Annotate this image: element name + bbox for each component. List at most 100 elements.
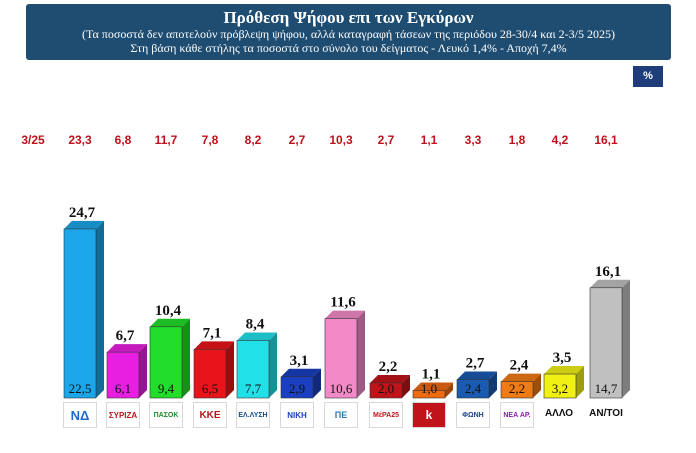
party-logos-row: ΝΔ ΣΥΡΙΖΑ ΠΑΣΟΚ ΚΚΕ ΕΛ.ΛΥΣΗ ΝΙΚΗ ΠΕ ΜέΡΑ… xyxy=(0,402,696,430)
previous-value: 1,8 xyxy=(508,133,526,147)
bar-sample-label: 1,0 xyxy=(421,381,437,396)
bar-top xyxy=(150,318,190,327)
elliniki-lysi-logo: ΕΛ.ΛΥΣΗ xyxy=(236,402,270,428)
bar-sample-label: 2,9 xyxy=(289,381,305,396)
bar-group: 11,6 10,6 xyxy=(324,295,365,399)
bar xyxy=(280,376,314,399)
previous-value: 8,2 xyxy=(244,133,262,147)
bar-value-label: 2,7 xyxy=(466,356,485,372)
previous-value: 6,8 xyxy=(114,133,132,147)
bar-side xyxy=(226,341,234,398)
bar xyxy=(149,326,183,399)
bar-value-label: 11,6 xyxy=(330,295,356,311)
bar-sample-label: 2,2 xyxy=(509,381,525,396)
bar-top xyxy=(501,373,541,382)
bar xyxy=(106,351,140,399)
bar-sample-label: 6,5 xyxy=(202,381,218,396)
previous-value: 7,8 xyxy=(201,133,219,147)
bar xyxy=(63,228,97,399)
bar-top xyxy=(413,382,453,391)
bar-group: 1,11,0 xyxy=(412,366,453,399)
bar-top xyxy=(590,279,630,288)
bar-top xyxy=(457,371,497,380)
bar-group: 24,7 22,5 xyxy=(63,205,104,399)
bar-side xyxy=(402,374,410,398)
mera25-logo: ΜέΡΑ25 xyxy=(369,402,403,428)
bar-top xyxy=(544,366,584,375)
bar-side xyxy=(533,373,541,398)
bar-value-label: 2,2 xyxy=(379,359,398,375)
bar-side xyxy=(576,366,584,398)
chart-title: Πρόθεση Ψήφου επι των Εγκύρων xyxy=(223,8,474,27)
previous-value: 3,3 xyxy=(464,133,482,147)
bar-side xyxy=(182,318,190,398)
previous-value: 2,7 xyxy=(377,133,395,147)
bar-side xyxy=(622,279,630,398)
bar-side xyxy=(489,371,497,398)
bar xyxy=(193,349,227,399)
previous-period-label: 3/25 xyxy=(21,133,45,147)
bar-value-label: 3,1 xyxy=(290,353,309,369)
bar-group: 3,5 3,2 xyxy=(543,350,584,399)
previous-results-row: 3/25 23,3 6,8 11,7 7,8 8,2 2,7 10,3 2,7 1,1 3,3 1,… xyxy=(0,133,696,149)
bar-value-label: 2,4 xyxy=(510,358,529,374)
bar-sample-label: 22,5 xyxy=(69,381,92,396)
bar xyxy=(543,373,577,399)
bar-side xyxy=(445,382,453,398)
bar-sample-label: 10,6 xyxy=(330,381,353,396)
bar-group: 2,7 2,4 xyxy=(456,356,497,399)
bar-group: 7,1 6,5 xyxy=(193,325,234,399)
bar-side xyxy=(357,310,365,398)
bar-group: 8,4 7,7 xyxy=(236,316,277,399)
bar-value-label: 10,4 xyxy=(155,303,182,319)
foni-logikis-logo: ΦΩΝΗ xyxy=(456,402,490,428)
previous-value: 1,1 xyxy=(420,133,438,147)
bar-group: 2,42,2 xyxy=(500,358,541,399)
bar-top xyxy=(370,374,410,383)
bar xyxy=(324,318,358,399)
previous-value: 2,7 xyxy=(288,133,306,147)
bar xyxy=(456,379,490,399)
bar-value-label: 16,1 xyxy=(595,264,621,280)
bar-sample-label: 2,0 xyxy=(378,381,394,396)
bar xyxy=(369,382,403,399)
bar-group: 3,1 2,9 xyxy=(280,353,321,399)
undecided-label: ΑΝ/ΤΟΙ xyxy=(589,408,623,419)
pasok-logo: ΠΑΣΟΚ xyxy=(149,402,183,428)
other-label: ΑΛΛΟ xyxy=(544,408,574,419)
bar-group: 10,4 9,4 xyxy=(149,303,190,399)
bar-group: 2,22,0 xyxy=(369,359,410,399)
bar-sample-label: 6,1 xyxy=(115,381,131,396)
syriza-logo: ΣΥΡΙΖΑ xyxy=(106,402,140,428)
bar-sample-label: 3,2 xyxy=(552,381,568,396)
niki-logo: ΝΙΚΗ xyxy=(280,402,314,428)
bar-top xyxy=(325,310,365,319)
bar xyxy=(236,340,270,399)
kinima-logo: k xyxy=(412,402,446,428)
bar-top xyxy=(107,344,147,353)
bar-value-label: 3,5 xyxy=(553,350,572,366)
bar-top xyxy=(281,368,321,377)
bar-value-label: 7,1 xyxy=(203,325,222,341)
bar-top xyxy=(194,341,234,350)
bar-value-label: 8,4 xyxy=(246,316,265,332)
bar-side xyxy=(313,368,321,398)
bar-side xyxy=(269,332,277,398)
previous-value: 11,7 xyxy=(154,133,178,147)
nea-aristera-logo: ΝΕΑ ΑΡ. xyxy=(500,402,534,428)
bar xyxy=(412,390,446,399)
bar xyxy=(500,381,534,399)
bar-sample-label: 9,4 xyxy=(158,381,175,396)
chart-subtitle-note: (Τα ποσοστά δεν αποτελούν πρόβλεψη ψήφου… xyxy=(82,27,615,41)
bar-group: 6,7 6,1 xyxy=(106,328,147,399)
bar-sample-label: 2,4 xyxy=(465,381,482,396)
bar-value-label: 1,1 xyxy=(422,366,441,382)
bar-value-label: 6,7 xyxy=(116,328,135,344)
bar-value-label: 24,7 xyxy=(69,205,96,221)
chart-subtitle-base: Στη βάση κάθε στήλης τα ποσοστά στο σύνο… xyxy=(130,41,567,55)
previous-value: 10,3 xyxy=(329,133,353,147)
bar-side xyxy=(96,220,104,398)
previous-value: 4,2 xyxy=(551,133,569,147)
nd-logo: ΝΔ xyxy=(63,402,97,428)
